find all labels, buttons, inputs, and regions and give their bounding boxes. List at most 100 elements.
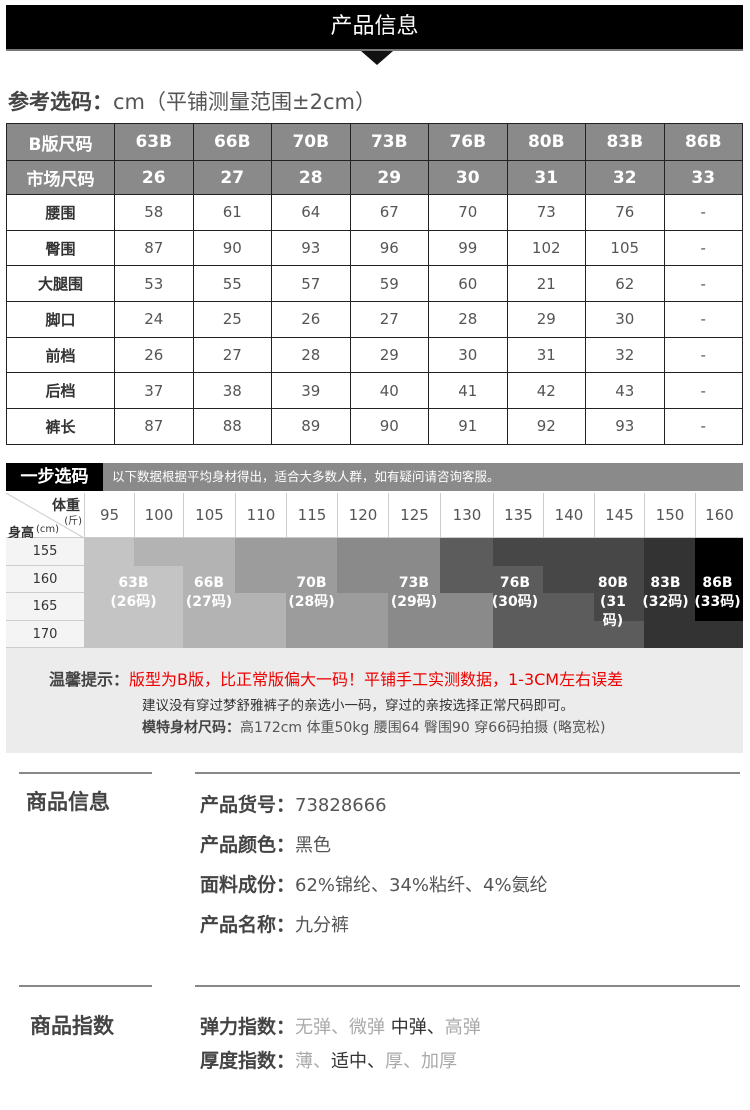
table-cell: 91 [428,408,508,445]
index-option: 微弹 [349,1017,391,1038]
size-zone-b: 86B [702,575,733,591]
reference-line: 参考选码：cm（平铺测量范围±2cm） [8,86,376,116]
size-zone-cell [594,593,644,621]
height-unit: (cm) [36,524,60,535]
size-zone-market: (31码) [600,594,626,629]
size-zone-cell [286,566,337,593]
size-zone-cell [84,593,134,621]
market-size-label: 市场尺码 [6,160,115,195]
size-zone-market: (26码) [110,594,157,610]
size-zone-label: 80B (31码) [594,574,632,631]
size-zone-cell [543,538,594,566]
weight-cell: 125 [388,493,440,538]
size-zone-cell [493,566,543,593]
table-row: 后档 37 38 39 40 41 42 43- [6,372,743,410]
market-size-row: 市场尺码 26 27 28 29 30 31 32 33 [6,160,743,195]
index-option: 加厚 [421,1051,458,1072]
size-zone-cell [134,538,183,566]
table-cell: 31 [506,336,586,374]
diagonal-divider [6,493,84,538]
table-cell: 61 [192,194,272,231]
info-item: 产品名称：九分裤 [200,910,349,937]
size-zone-cell [388,538,440,566]
table-cell: 96 [349,229,429,267]
info-value: 73828666 [295,795,387,816]
table-cell: 70 [428,194,508,231]
elasticity-index: 弹力指数：无弹、微弹 中弹、高弹 [200,1012,481,1039]
table-row: 臀围 87 90 93 96 99 102 105- [6,229,743,267]
height-cell: 155 [6,538,84,566]
size-zone-b: 80B [597,575,629,591]
market-size-cell: 30 [428,160,508,195]
size-zone-label: 73B (29码) [388,574,440,612]
size-zone-cell [183,621,235,648]
size-zone-cell [337,538,388,566]
size-zone-cell [440,621,493,648]
info-value: 62%锦纶、34%粘纤、4%氨纶 [295,875,548,896]
market-size-cell: 31 [506,160,586,195]
tips-advice: 建议没有穿过梦舒雅裤子的亲选小一码，穿过的亲按选择正常尺码即可。 [142,698,574,714]
tips-panel: 温馨提示：版型为B版，比正常版偏大一码！平铺手工实测数据，1-3CM左右误差 建… [6,648,743,753]
size-zone-cell [286,538,337,566]
table-cell: 92 [506,408,586,445]
b-size-cell: 76B [428,123,508,161]
table-cell: 93 [585,408,665,445]
size-zone-market: (32码) [642,594,689,610]
table-row: 腰围 58 61 64 67 70 73 76- [6,194,743,231]
b-size-cell: 83B [585,123,665,161]
header-notch [361,51,393,65]
row-label: 裤长 [6,408,115,445]
size-zone-b: 66B [193,575,225,591]
row-label: 大腿围 [6,265,115,303]
table-cell: 62 [585,265,665,303]
table-row: 裤长 87 88 89 90 91 92 93- [6,408,743,445]
index-option: 中弹、 [390,1017,445,1038]
weight-unit: (斤) [64,516,82,527]
table-cell: 89 [271,408,351,445]
b-size-cell: 63B [114,123,194,161]
size-zone-cell [134,566,183,593]
size-zone-cell [695,538,743,566]
corner-header: 体重 (斤) 身高 (cm) [6,493,84,541]
table-cell: 43 [585,372,665,410]
size-zone-cell [388,593,440,621]
tips-label: 温馨提示： [49,670,130,689]
table-cell: 73 [506,194,586,231]
table-cell: 25 [192,301,272,338]
size-zone-cell [695,593,743,621]
model-label: 模特身材尺码： [142,720,240,736]
size-zone-cell [134,593,183,621]
size-zone-cell [388,566,440,593]
size-zone-cell [235,538,286,566]
table-cell: 29 [506,301,586,338]
table-cell: 58 [114,194,194,231]
size-table: B版尺码 63B 66B 70B 73B 76B 80B 83B 86B 市场尺码 26 27 28 29… [6,123,743,445]
size-zone-cell [594,566,644,593]
index-option: 无弹、 [295,1017,350,1038]
size-zone-cell [235,621,286,648]
table-cell: - [663,301,743,338]
size-zone-label: 63B (26码) [84,574,183,612]
size-zone-b: 63B [118,575,149,591]
weight-cell: 145 [594,493,644,538]
info-item: 产品颜色：黑色 [200,830,331,857]
size-zone-b: 70B [296,575,327,591]
table-cell: 40 [349,372,429,410]
divider [19,985,152,987]
header-title: 产品信息 [330,14,419,39]
step-desc: 以下数据根据平均身材得出，适合大多数人群，如有疑问请咨询客服。 [112,469,500,484]
height-cell: 170 [6,621,84,648]
size-zone-cell [183,593,235,621]
product-index-title: 商品指数 [30,1014,114,1038]
size-zone-cell [286,593,337,621]
divider [195,772,740,774]
size-zone-cell [440,593,493,621]
table-cell: 90 [192,229,272,267]
size-zone-label: 66B (27码) [183,574,235,612]
size-zone-market: (28码) [288,594,335,610]
index-option: 高弹 [444,1017,481,1038]
weight-cell: 160 [695,493,743,538]
size-zone-cell [644,538,695,566]
info-label: 产品颜色： [200,834,296,856]
weight-cell: 135 [493,493,543,538]
